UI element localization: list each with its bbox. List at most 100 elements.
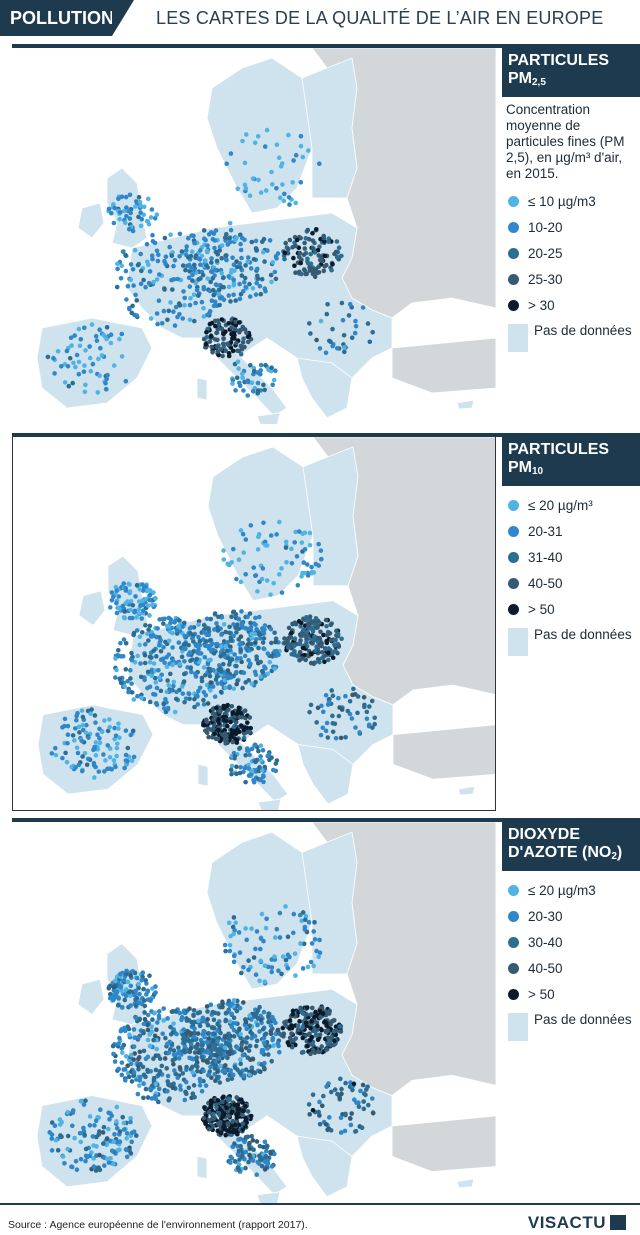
station-dot [53, 752, 59, 758]
station-dot [137, 1083, 142, 1088]
station-dot [268, 592, 273, 597]
legend-label: > 50 [528, 601, 555, 617]
station-dot [140, 970, 146, 976]
station-dot [122, 765, 127, 771]
legend-title-main: PARTICULES [508, 52, 610, 69]
station-dot [130, 615, 135, 621]
legend-label: 20-25 [528, 245, 563, 261]
station-dot [189, 265, 194, 270]
station-dot [317, 346, 323, 351]
station-dot [129, 657, 135, 663]
station-dot [202, 723, 207, 728]
station-dot [212, 1043, 217, 1049]
station-dot [244, 379, 250, 384]
station-dot [129, 1130, 135, 1136]
station-dot [282, 636, 287, 641]
station-dot [141, 1048, 147, 1054]
station-dot [120, 603, 126, 609]
station-dot [249, 1017, 254, 1022]
station-dot [155, 321, 160, 327]
station-dot [157, 642, 162, 648]
station-dot [266, 1019, 271, 1025]
station-dot [293, 152, 299, 158]
station-dot [72, 738, 77, 743]
station-dot [364, 716, 370, 722]
station-dot [285, 246, 291, 252]
legend-item: 10-20 [508, 214, 640, 240]
station-dot [133, 594, 138, 599]
station-dot [226, 1113, 231, 1119]
station-dot [236, 320, 242, 325]
station-dot [307, 1031, 312, 1037]
station-dot [244, 132, 249, 137]
station-dot [264, 1148, 269, 1154]
station-dot [339, 1086, 344, 1092]
station-dot [141, 608, 146, 613]
station-dot [156, 1086, 162, 1092]
station-dot [319, 1044, 325, 1049]
station-dot [336, 713, 342, 719]
station-dot [192, 1026, 197, 1031]
station-dot [196, 1050, 201, 1055]
station-dot [244, 330, 249, 336]
station-dot [59, 364, 64, 369]
station-dot [238, 765, 243, 770]
station-dot [314, 644, 319, 649]
station-dot [190, 1070, 195, 1075]
station-dot [298, 941, 303, 946]
map-no2 [12, 822, 496, 1203]
station-dot [165, 1073, 171, 1079]
station-dot [338, 1130, 344, 1135]
legend-swatch [508, 195, 519, 207]
station-dot [106, 1110, 111, 1116]
station-dot [261, 1009, 267, 1015]
footer: Source : Agence européenne de l'environn… [0, 1203, 640, 1235]
station-dot [247, 1043, 253, 1049]
station-dot [221, 297, 227, 303]
station-dot [355, 710, 360, 716]
station-dot [229, 771, 234, 777]
station-dot [357, 730, 362, 735]
station-dot [351, 686, 356, 692]
legend-item: ≤ 20 µg/m³ [508, 492, 640, 518]
station-dot [260, 566, 266, 571]
station-dot [243, 186, 249, 191]
station-dot [303, 657, 309, 663]
station-dot [210, 684, 216, 689]
station-dot [236, 366, 241, 371]
station-dot [89, 322, 95, 327]
station-dot [254, 654, 259, 659]
station-dot [221, 622, 227, 627]
station-dot [330, 713, 335, 719]
station-dot [131, 1057, 136, 1062]
station-dot [316, 954, 322, 960]
station-dot [294, 237, 300, 243]
station-dot [179, 1052, 184, 1057]
station-dot [118, 210, 123, 215]
station-dot [327, 1038, 333, 1044]
station-dot [247, 715, 253, 720]
station-dot [141, 1021, 147, 1027]
station-dot [223, 948, 228, 954]
station-dot [289, 561, 295, 566]
station-dot [197, 1083, 203, 1088]
station-dot [239, 970, 244, 976]
station-dot [232, 1159, 238, 1164]
station-dot [211, 287, 216, 293]
station-dot [114, 1104, 120, 1110]
station-dot [168, 1031, 174, 1037]
station-dot [128, 1116, 133, 1121]
station-dot [257, 614, 262, 620]
station-dot [343, 1080, 348, 1086]
station-dot [256, 534, 261, 540]
station-dot [81, 727, 86, 733]
station-dot [123, 752, 129, 758]
station-dot [127, 192, 133, 198]
station-dot [232, 1141, 237, 1146]
station-dot [180, 624, 185, 630]
station-dot [74, 713, 79, 719]
station-dot [189, 669, 194, 675]
station-dot [141, 277, 146, 283]
station-dot [148, 655, 154, 660]
station-dot [80, 754, 85, 759]
